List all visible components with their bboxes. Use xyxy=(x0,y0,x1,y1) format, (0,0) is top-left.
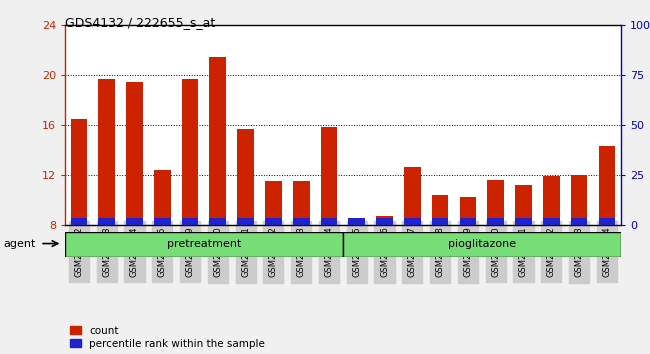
Bar xyxy=(154,170,170,225)
Bar xyxy=(599,218,615,225)
Bar xyxy=(182,79,198,225)
Bar xyxy=(348,221,365,225)
Bar xyxy=(488,218,504,225)
Bar xyxy=(71,119,87,225)
Bar xyxy=(515,218,532,225)
Bar xyxy=(237,129,254,225)
Bar xyxy=(460,218,476,225)
Bar xyxy=(293,181,309,225)
Bar xyxy=(209,218,226,225)
Bar xyxy=(515,185,532,225)
Bar xyxy=(71,218,87,225)
Bar xyxy=(348,218,365,225)
Text: agent: agent xyxy=(3,239,36,249)
Bar xyxy=(404,218,421,225)
Bar xyxy=(293,218,309,225)
FancyBboxPatch shape xyxy=(65,232,343,257)
Bar xyxy=(432,195,448,225)
Bar xyxy=(376,216,393,225)
Bar xyxy=(488,180,504,225)
Bar xyxy=(460,197,476,225)
Bar xyxy=(571,175,588,225)
Bar xyxy=(320,127,337,225)
Bar xyxy=(126,82,143,225)
Legend: count, percentile rank within the sample: count, percentile rank within the sample xyxy=(70,326,265,349)
Bar xyxy=(126,218,143,225)
Bar xyxy=(571,218,588,225)
FancyBboxPatch shape xyxy=(343,232,621,257)
Bar xyxy=(182,218,198,225)
Bar xyxy=(543,176,560,225)
Bar xyxy=(404,167,421,225)
Bar xyxy=(376,218,393,225)
Bar xyxy=(154,218,170,225)
Text: pioglitazone: pioglitazone xyxy=(448,239,516,249)
Bar xyxy=(320,218,337,225)
Text: GDS4132 / 222655_s_at: GDS4132 / 222655_s_at xyxy=(65,16,215,29)
Bar xyxy=(265,181,281,225)
Bar xyxy=(432,218,448,225)
Bar xyxy=(98,79,115,225)
Bar xyxy=(237,218,254,225)
Bar xyxy=(543,218,560,225)
Text: pretreatment: pretreatment xyxy=(167,239,241,249)
Bar xyxy=(98,218,115,225)
Bar xyxy=(265,218,281,225)
Bar xyxy=(209,57,226,225)
Bar xyxy=(599,146,615,225)
